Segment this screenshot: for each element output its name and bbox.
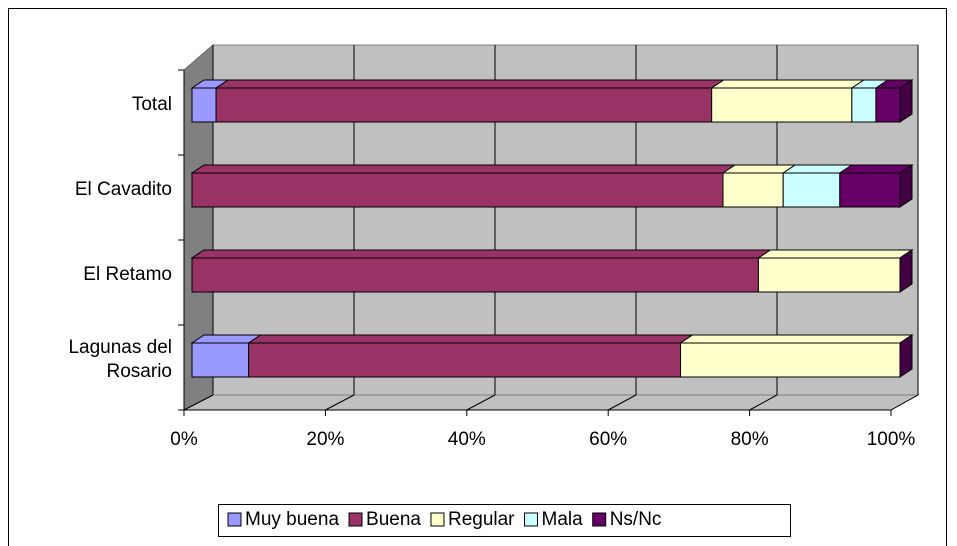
bar-top	[710, 79, 866, 89]
bar-segment	[190, 79, 230, 123]
legend-label: Ns/Nc	[610, 509, 662, 530]
legend-swatch	[227, 512, 242, 527]
bar-segment	[190, 249, 773, 293]
bar-segment	[874, 79, 914, 123]
bar-top	[190, 164, 737, 174]
bar-top	[214, 79, 726, 89]
bar	[191, 342, 250, 378]
legend-swatch	[430, 512, 445, 527]
grid-line	[749, 394, 778, 411]
bar-segment	[710, 79, 866, 123]
bar	[680, 342, 901, 378]
y-tick-label: El Cavadito	[74, 179, 172, 200]
bar-end	[899, 164, 913, 208]
bar-segment	[246, 334, 695, 378]
legend-label: Regular	[448, 509, 515, 530]
bar	[248, 342, 682, 378]
bar	[722, 172, 784, 208]
bar	[191, 172, 724, 208]
grid-line	[325, 394, 355, 411]
legend-swatch	[348, 512, 363, 527]
x-tick-label: 20%	[306, 429, 344, 450]
bar-top	[756, 249, 914, 259]
bar	[875, 87, 901, 123]
bar-segment	[678, 334, 914, 378]
x-tick-label: 40%	[448, 429, 486, 450]
bar-end	[899, 249, 913, 293]
bar-end	[899, 79, 913, 123]
bar	[711, 87, 853, 123]
bar	[215, 87, 713, 123]
bar-top	[678, 334, 914, 344]
bar-segment	[190, 164, 737, 208]
bar	[191, 87, 217, 123]
x-tick-label: 0%	[170, 429, 198, 450]
floor	[183, 394, 920, 411]
legend-label: Muy buena	[245, 509, 339, 530]
bar	[851, 87, 877, 123]
grid-line	[183, 394, 214, 411]
bar-segment	[781, 164, 854, 208]
y-tick-label: El Retamo	[83, 264, 172, 285]
bar-end	[899, 334, 913, 378]
bar	[782, 172, 841, 208]
bar-top	[190, 249, 773, 259]
legend-box	[218, 504, 791, 537]
legend-label: Buena	[366, 509, 421, 530]
legend-label: Mala	[542, 509, 584, 530]
grid-line	[466, 394, 496, 411]
grid-line	[607, 394, 637, 411]
bar-segment	[214, 79, 726, 123]
bar-segment	[756, 249, 914, 293]
legend-swatch	[524, 512, 539, 527]
bar	[757, 257, 901, 293]
y-tick-label: Total	[131, 94, 172, 115]
x-tick-label: 80%	[731, 429, 769, 450]
bar	[839, 172, 901, 208]
y-tick-label: Lagunas del Rosario	[68, 337, 172, 382]
x-tick-label: 60%	[589, 429, 627, 450]
grid-line	[890, 394, 919, 411]
x-tick-label: 100%	[867, 429, 916, 450]
legend-swatch	[592, 512, 607, 527]
bar-top	[246, 334, 695, 344]
bar	[191, 257, 759, 293]
